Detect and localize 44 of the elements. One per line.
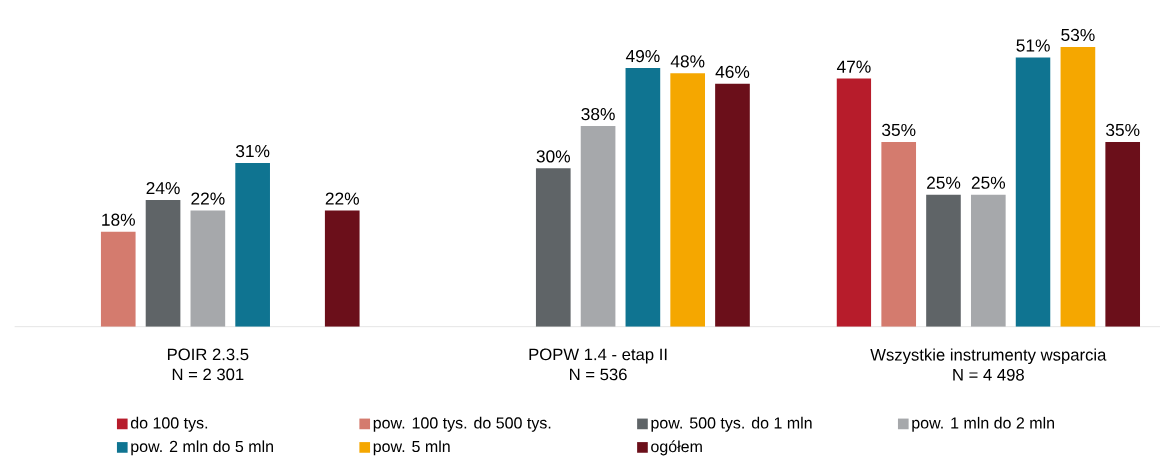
data-label: 35% [882, 123, 916, 137]
data-label: 46% [715, 65, 750, 79]
bar [970, 194, 1006, 327]
legend-label: pow. 100 tys. do 500 tys. [373, 417, 551, 432]
x-tick-label: Wszystkie instrumenty wsparcia N = 4 498 [870, 348, 1107, 381]
legend-label: pow. 500 tys. do 1 mln [651, 417, 812, 432]
legend-label: ogółem [651, 440, 702, 456]
legend-label: pow. 1 mln do 2 mln [912, 417, 1054, 432]
legend-label: do 100 tys. [130, 417, 208, 432]
bar [100, 231, 136, 327]
bar [190, 210, 226, 327]
data-label: 22% [191, 192, 225, 205]
data-label: 38% [581, 108, 615, 121]
bar [580, 126, 616, 327]
data-label: 35% [1106, 123, 1140, 137]
bar [1105, 142, 1141, 327]
data-label: 48% [670, 55, 705, 68]
data-label: 51% [1016, 39, 1050, 52]
bar [1015, 57, 1051, 327]
data-label: 49% [625, 50, 660, 63]
bar [625, 68, 661, 327]
bar [235, 163, 270, 327]
legend-label: pow. 5 mln [373, 440, 450, 456]
x-tick-label: POPW 1.4 - etap II N = 536 [529, 348, 667, 381]
data-label: 31% [235, 145, 270, 158]
data-label: 24% [146, 182, 180, 195]
bar [836, 78, 872, 327]
data-label: 22% [325, 192, 359, 205]
bar [881, 142, 917, 327]
bar [324, 210, 360, 327]
data-label: 18% [102, 213, 135, 226]
bar [145, 200, 181, 327]
x-tick-label: POIR 2.3.5 N = 2 301 [167, 348, 249, 381]
bar [535, 168, 571, 327]
bar [1060, 47, 1096, 327]
data-label: 47% [836, 60, 871, 73]
data-label: 25% [971, 176, 1006, 190]
data-label: 30% [536, 150, 571, 163]
bar [715, 84, 750, 327]
bar [670, 73, 706, 327]
legend-label: pow. 2 mln do 5 mln [131, 440, 273, 456]
data-label: 53% [1061, 28, 1095, 42]
bar [926, 194, 961, 327]
data-label: 25% [927, 176, 961, 190]
